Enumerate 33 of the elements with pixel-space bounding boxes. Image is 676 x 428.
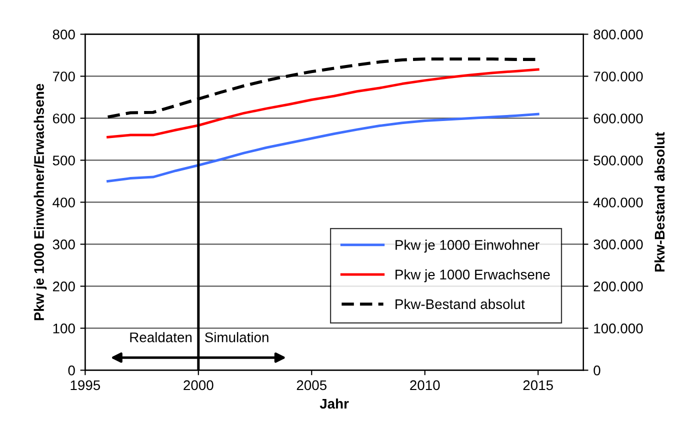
y-tick-label: 700 — [52, 72, 75, 82]
x-tick-label: 1995 — [70, 380, 100, 390]
legend-label: Pkw-Bestand absolut — [396, 298, 525, 310]
y2-tick-label: 500.000 — [594, 156, 643, 166]
x-tick-label: 2010 — [410, 380, 440, 390]
y-tick-label: 300 — [52, 240, 75, 250]
y2-tick-label: 300.000 — [594, 240, 643, 250]
y-tick-label: 600 — [52, 114, 75, 124]
legend-label: Pkw je 1000 Erwachsene — [396, 269, 550, 282]
y2-tick-label: 0 — [594, 366, 600, 376]
annotation: Realdaten — [130, 332, 192, 342]
x-tick-label: 2005 — [296, 380, 327, 390]
y2-tick-label: 400.000 — [593, 198, 643, 208]
y-tick-label: 0 — [68, 366, 75, 376]
y-tick-label: 400 — [52, 198, 75, 208]
line-series — [106, 68, 540, 138]
y-tick-label: 500 — [52, 156, 75, 166]
y-tick-label: 200 — [52, 282, 75, 292]
line-series — [106, 112, 540, 182]
y2-tick-label: 200.000 — [594, 282, 643, 292]
annotation: Simulation — [205, 332, 268, 342]
y2-tick-label: 600.000 — [594, 114, 643, 124]
y2-tick-label: 100.000 — [594, 324, 643, 334]
y2-tick-label: 800.000 — [594, 30, 643, 40]
y-axis-title: Pkw je 1000 Einwohner/Erwachsene — [34, 84, 47, 320]
x-tick-label: 2015 — [523, 380, 553, 390]
x-axis-title: Jahr — [320, 398, 349, 409]
y-tick-label: 100 — [53, 324, 75, 334]
y-tick-label: 800 — [52, 30, 75, 40]
x-tick-label: 2000 — [184, 380, 214, 390]
legend-label: Pkw je 1000 Einwohner — [396, 240, 540, 253]
y2-tick-label: 700.000 — [594, 72, 643, 82]
y2-axis-title: Pkw-Bestand absolut — [654, 132, 665, 272]
